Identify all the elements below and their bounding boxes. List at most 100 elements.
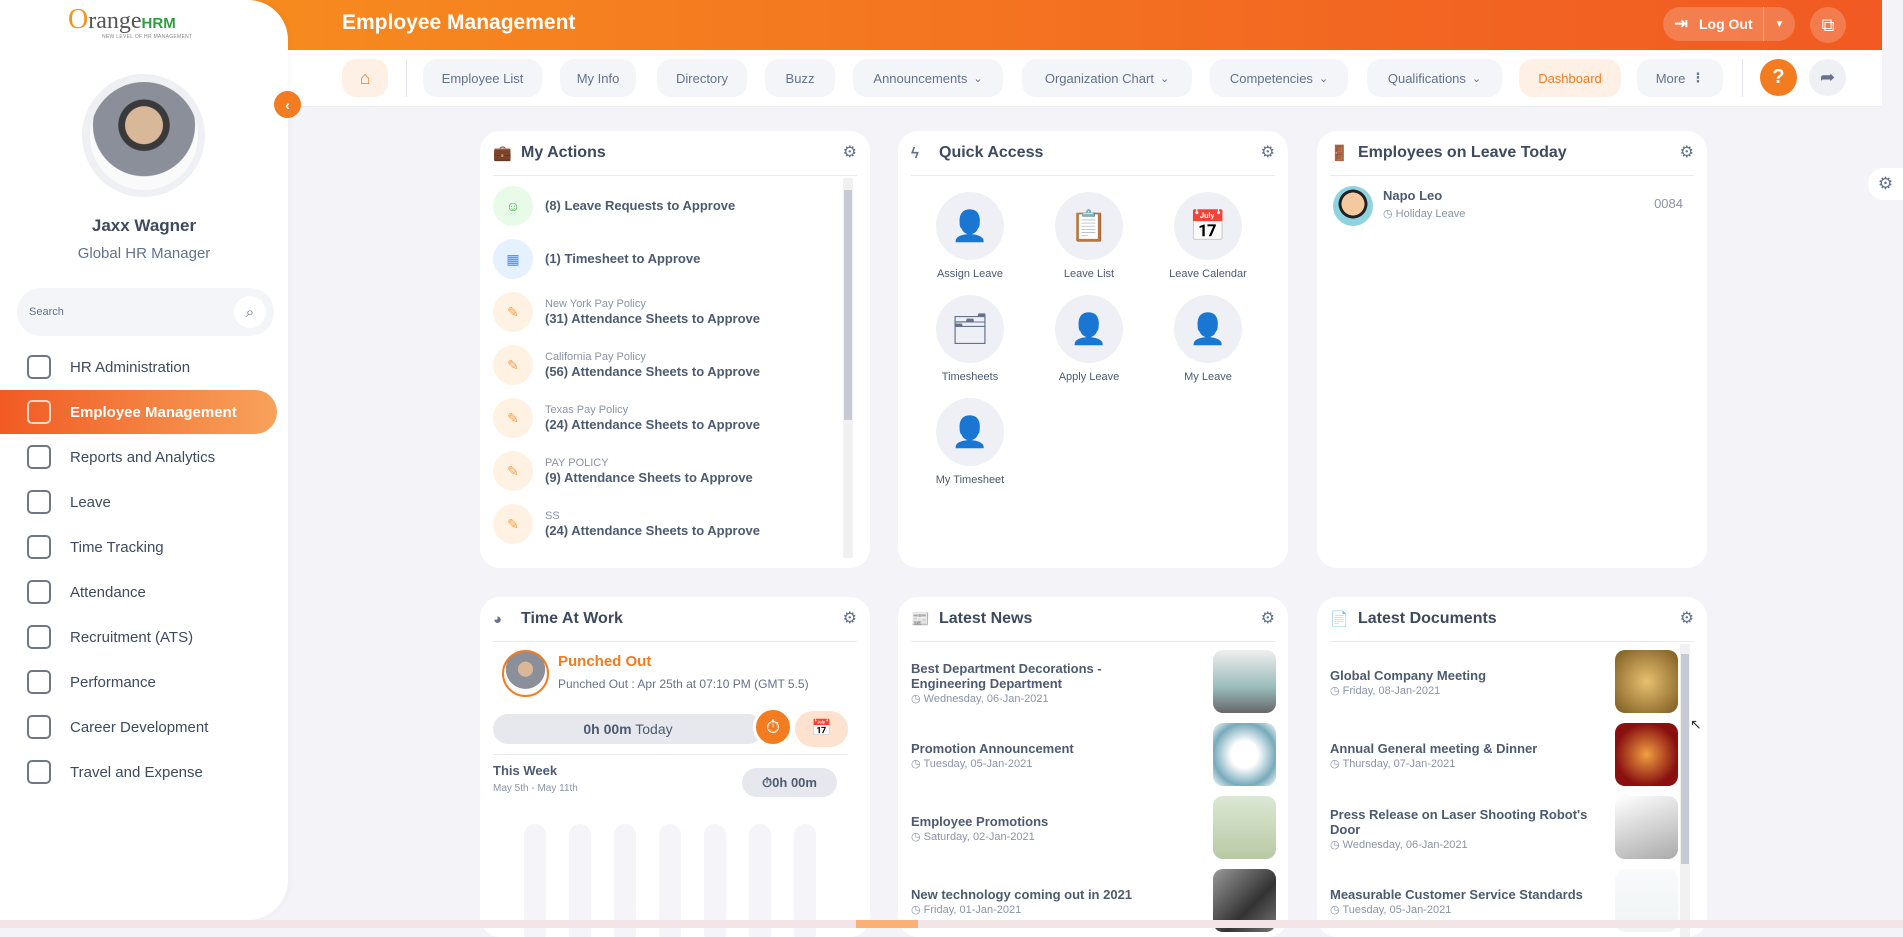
nav-label: Buzz: [785, 70, 815, 86]
nav-buzz[interactable]: Buzz: [765, 59, 835, 97]
sidebar-item-employee-management[interactable]: Employee Management: [0, 390, 277, 434]
list-item[interactable]: Global Company Meeting ◷ Friday, 08-Jan-2…: [1330, 650, 1678, 716]
item-title-block: Employee Promotions ◷ Saturday, 02-Jan-20…: [911, 796, 1173, 862]
logout-dropdown-caret-icon[interactable]: ▼: [1763, 7, 1795, 41]
quick-access-timesheets[interactable]: 🗂 Timesheets: [910, 295, 1030, 383]
gear-icon[interactable]: ⚙: [1260, 144, 1275, 161]
item-title-block: New technology coming out in 2021 ◷ Frida…: [911, 869, 1173, 935]
item-date: ◷ Saturday, 02-Jan-2021: [911, 831, 1035, 843]
nav-competencies[interactable]: Competencies ⌄: [1210, 59, 1348, 97]
action-item[interactable]: ✎ SS (24) Attendance Sheets to Approve: [493, 499, 833, 549]
time-at-work-card: ◕ Time At Work ⚙ Punched Out Punched Out :…: [480, 597, 870, 937]
action-item[interactable]: ▦ (1) Timesheet to Approve: [493, 234, 833, 284]
scrollbar[interactable]: [843, 178, 853, 558]
search-icon[interactable]: ⌕: [234, 296, 266, 328]
punch-stopwatch-button[interactable]: ⏱: [753, 707, 793, 747]
week-day-bar: [569, 824, 591, 937]
list-item[interactable]: Promotion Announcement ◷ Tuesday, 05-Jan-…: [911, 723, 1276, 789]
settings-gear-icon[interactable]: ⚙: [1868, 168, 1903, 200]
list-item[interactable]: Annual General meeting & Dinner ◷ Thursda…: [1330, 723, 1678, 789]
nav-more[interactable]: More ⋮: [1637, 59, 1723, 97]
scrollbar-thumb[interactable]: [856, 920, 918, 928]
quick-access-apply-leave[interactable]: 👤 Apply Leave: [1029, 295, 1149, 383]
gear-icon[interactable]: ⚙: [1260, 610, 1275, 627]
gear-icon[interactable]: ⚙: [1679, 610, 1694, 627]
nav-label: Competencies: [1229, 70, 1313, 86]
week-day-bar: [704, 824, 726, 937]
timesheet-icon: ▦: [493, 239, 533, 279]
nav-label: Organization Chart: [1044, 70, 1154, 86]
quick-access-assign-leave[interactable]: 👤 Assign Leave: [910, 192, 1030, 280]
sidebar-item-performance[interactable]: Performance: [0, 660, 277, 704]
nav-directory[interactable]: Directory: [657, 59, 747, 97]
nav-dashboard[interactable]: Dashboard: [1519, 59, 1621, 97]
action-item[interactable]: ☺ (8) Leave Requests to Approve: [493, 181, 833, 231]
nav-organization-chart[interactable]: Organization Chart ⌄: [1022, 59, 1192, 97]
sidebar-item-attendance[interactable]: Attendance: [0, 570, 277, 614]
gear-icon[interactable]: ⚙: [842, 610, 857, 627]
quick-access-leave-calendar[interactable]: 📅 Leave Calendar: [1148, 192, 1268, 280]
page-title: Employee Management: [342, 11, 576, 34]
mouse-cursor-icon: ↖: [1690, 716, 1702, 732]
list-item[interactable]: Employee Promotions ◷ Saturday, 02-Jan-20…: [911, 796, 1276, 862]
profile-avatar[interactable]: [82, 74, 205, 197]
quick-access-my-timesheet[interactable]: 👤 My Timesheet: [910, 398, 1030, 486]
date-text: Friday, 08-Jan-2021: [1342, 685, 1441, 697]
chevron-down-icon: ⌄: [973, 72, 983, 85]
punch-detail: Punched Out : Apr 25th at 07:10 PM (GMT …: [558, 677, 809, 691]
nav-my-info[interactable]: My Info: [560, 59, 636, 97]
attendance-icon: ✎: [493, 345, 533, 385]
nav-employee-list[interactable]: Employee List: [423, 59, 542, 97]
sidebar-item-travel-and-expense[interactable]: Travel and Expense: [0, 750, 277, 794]
sidebar-item-career-development[interactable]: Career Development: [0, 705, 277, 749]
gear-icon[interactable]: ⚙: [842, 144, 857, 161]
thumbnail-image: [1615, 650, 1678, 713]
attendance-icon: ✎: [493, 398, 533, 438]
share-icon[interactable]: ➦: [1809, 59, 1846, 96]
item-title: Measurable Customer Service Standards: [1330, 887, 1583, 902]
action-item[interactable]: ✎ Texas Pay Policy (24) Attendance Sheets …: [493, 393, 833, 443]
horizontal-scrollbar[interactable]: [0, 920, 1903, 928]
item-title: Promotion Announcement: [911, 741, 1074, 756]
help-icon[interactable]: ?: [1760, 59, 1797, 96]
sidebar-item-reports-and-analytics[interactable]: Reports and Analytics: [0, 435, 277, 479]
action-title: (24) Attendance Sheets to Approve: [545, 416, 761, 432]
sidebar-item-time-tracking[interactable]: Time Tracking: [0, 525, 277, 569]
thumbnail-image: [1615, 723, 1678, 786]
home-button[interactable]: ⌂: [342, 59, 388, 97]
logout-button[interactable]: ⇥ Log Out ▼: [1663, 7, 1795, 41]
kebab-icon: ⋮: [1691, 70, 1705, 85]
sidebar-item-leave[interactable]: Leave: [0, 480, 277, 524]
sidebar-item-hr-administration[interactable]: HR Administration: [0, 345, 277, 389]
external-link-icon[interactable]: ⧉: [1810, 7, 1846, 43]
quick-access-my-leave[interactable]: 👤 My Leave: [1148, 295, 1268, 383]
sidebar-item-recruitment-ats-[interactable]: Recruitment (ATS): [0, 615, 277, 659]
item-title-block: Press Release on Laser Shooting Robot's …: [1330, 796, 1592, 862]
action-item[interactable]: ✎ PAY POLICY (9) Attendance Sheets to Appr…: [493, 446, 833, 496]
leave-calendar-icon: 📅: [1174, 192, 1242, 260]
list-item[interactable]: Napo Leo ◷ Holiday Leave 0084: [1333, 186, 1683, 230]
quick-access-label: Leave Calendar: [1169, 268, 1247, 280]
collapse-sidebar-button[interactable]: ‹: [274, 91, 301, 118]
assign-leave-icon: 👤: [936, 192, 1004, 260]
action-item[interactable]: ✎ New York Pay Policy (31) Attendance Shee…: [493, 287, 833, 337]
leave-icon: ☺: [493, 186, 533, 226]
quick-access-leave-list[interactable]: 📋 Leave List: [1029, 192, 1149, 280]
attendance-calendar-button[interactable]: 📅: [795, 711, 848, 747]
nav-announcements[interactable]: Announcements ⌄: [853, 59, 1003, 97]
divider: [493, 754, 848, 755]
quick-access-label: Leave List: [1063, 268, 1115, 280]
gear-icon[interactable]: ⚙: [1679, 144, 1694, 161]
action-item[interactable]: ✎ California Pay Policy (56) Attendance Sh…: [493, 340, 833, 390]
sidebar-search-input[interactable]: Search ⌕: [17, 288, 274, 336]
quick-access-card: ϟ Quick Access ⚙ 👤 Assign Leave 📋 Leave List 📅…: [898, 131, 1288, 568]
nav-qualifications[interactable]: Qualifications ⌄: [1367, 59, 1502, 97]
scrollbar[interactable]: [1680, 644, 1690, 937]
item-date: ◷ Friday, 01-Jan-2021: [911, 904, 1022, 916]
action-subtitle: SS: [545, 509, 560, 522]
list-item[interactable]: Best Department Decorations - Engineerin…: [911, 650, 1276, 716]
item-date: ◷ Tuesday, 05-Jan-2021: [1330, 904, 1452, 916]
date-text: Saturday, 02-Jan-2021: [923, 831, 1035, 843]
list-item[interactable]: Press Release on Laser Shooting Robot's …: [1330, 796, 1678, 862]
top-header: Employee Management ⇥ Log Out ▼ ⧉: [0, 0, 1882, 50]
